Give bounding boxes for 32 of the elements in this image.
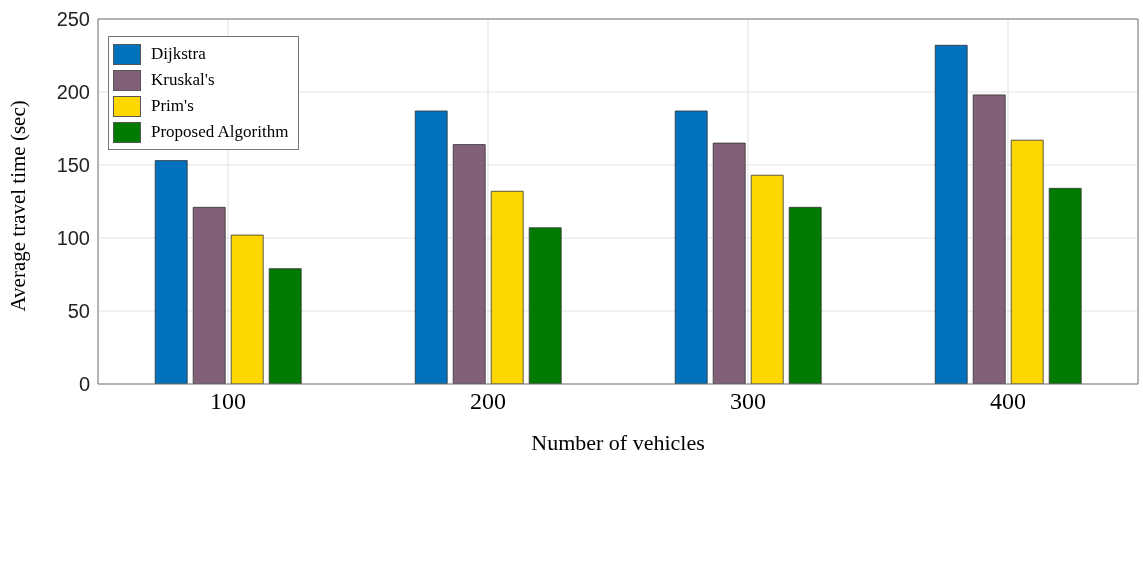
bar: [528, 227, 562, 384]
legend-label: Proposed Algorithm: [151, 122, 289, 142]
legend-label: Prim's: [151, 96, 194, 116]
bar: [934, 44, 968, 384]
legend-label: Dijkstra: [151, 44, 206, 64]
x-tick-label: 100: [210, 388, 246, 415]
bar: [788, 206, 822, 384]
bar: [452, 144, 486, 384]
y-tick-label: 50: [67, 300, 90, 323]
bar: [230, 234, 264, 384]
bar: [1010, 139, 1044, 384]
y-axis-title: Average travel time (sec): [6, 100, 31, 312]
bar: [490, 190, 524, 384]
y-tick-label: 150: [56, 154, 90, 177]
bar: [1048, 187, 1082, 384]
y-tick-label: 250: [56, 8, 90, 31]
bar: [192, 206, 226, 384]
legend-label: Kruskal's: [151, 70, 215, 90]
x-tick-label: 300: [730, 388, 766, 415]
bar: [972, 94, 1006, 384]
bar: [750, 174, 784, 384]
x-tick-label: 200: [470, 388, 506, 415]
x-axis-title: Number of vehicles: [531, 430, 705, 455]
bar: [674, 110, 708, 384]
y-tick-label: 100: [56, 227, 90, 250]
bar: [268, 268, 302, 384]
bar: [154, 160, 188, 384]
y-tick-label: 0: [78, 373, 90, 396]
bar: [712, 142, 746, 384]
bar: [414, 110, 448, 384]
y-tick-label: 200: [56, 81, 90, 104]
x-tick-label: 400: [990, 388, 1026, 415]
